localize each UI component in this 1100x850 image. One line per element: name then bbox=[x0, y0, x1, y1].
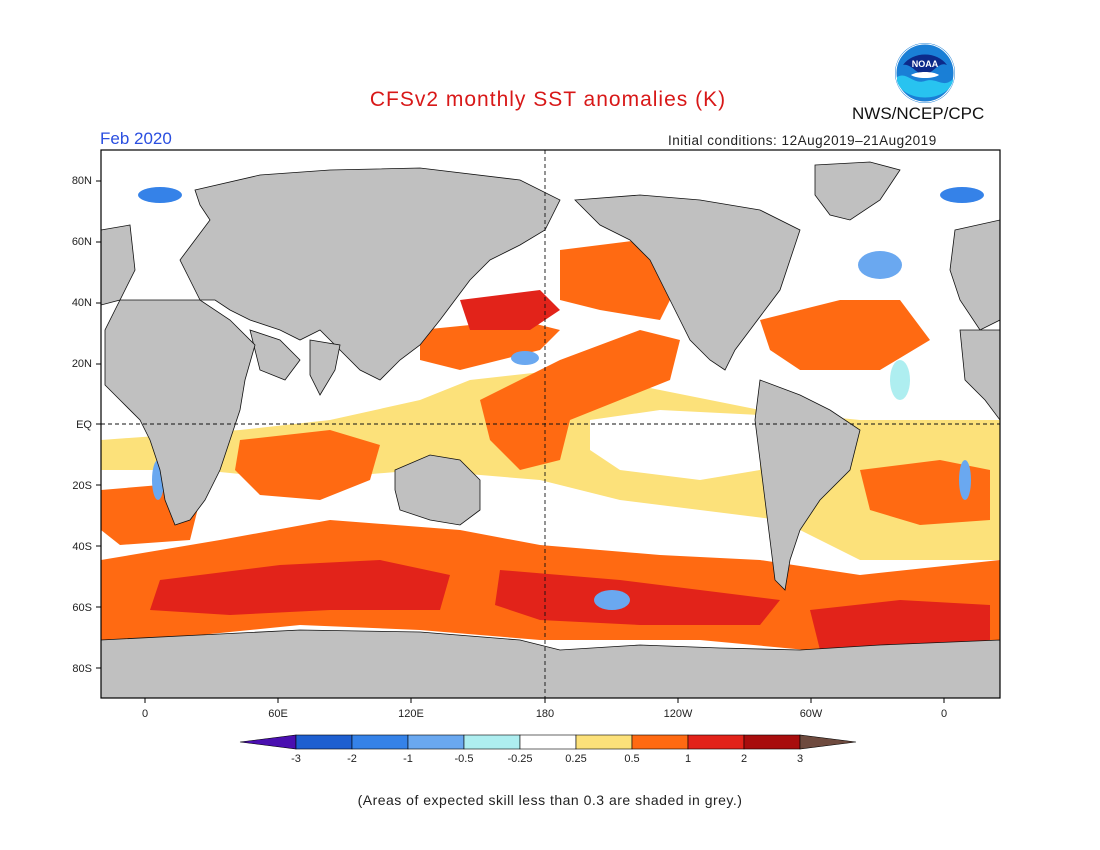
lat-label: 80N bbox=[72, 175, 92, 187]
lat-labels: 80N 60N 40N 20N EQ 20S 40S 60S 80S bbox=[72, 175, 93, 675]
colorbar-segment bbox=[295, 734, 353, 750]
lon-label: 120W bbox=[664, 708, 693, 720]
colorbar-segment bbox=[407, 734, 465, 750]
colorbar-segment bbox=[631, 734, 689, 750]
lon-labels: 0 60E 120E 180 120W 60W 0 bbox=[142, 708, 947, 720]
lon-label: 60E bbox=[268, 708, 288, 720]
colorbar-segment bbox=[463, 734, 521, 750]
lat-label: 40S bbox=[72, 541, 92, 553]
colorbar-segment bbox=[351, 734, 409, 750]
lat-label: 60S bbox=[72, 602, 92, 614]
colorbar-segment bbox=[743, 734, 801, 750]
forecast-period: Feb 2020 bbox=[100, 129, 172, 148]
colorbar-label: 3 bbox=[797, 753, 803, 765]
lon-label: 0 bbox=[142, 708, 148, 720]
colorbar-label: -0.5 bbox=[455, 753, 474, 765]
lat-label: 80S bbox=[72, 663, 92, 675]
colorbar bbox=[239, 734, 857, 750]
logo-text: NOAA bbox=[912, 59, 939, 69]
colorbar-label: -2 bbox=[347, 753, 357, 765]
lon-label: 60W bbox=[800, 708, 823, 720]
colorbar-segment bbox=[519, 734, 577, 750]
lon-label: 0 bbox=[941, 708, 947, 720]
colorbar-segment bbox=[687, 734, 745, 750]
lat-label: 20N bbox=[72, 358, 92, 370]
lon-label: 180 bbox=[536, 708, 554, 720]
lat-label: 20S bbox=[72, 480, 92, 492]
map-title: CFSv2 monthly SST anomalies (K) bbox=[369, 88, 727, 111]
colorbar-label: -1 bbox=[403, 753, 413, 765]
colorbar-labels: -3 -2 -1 -0.5 -0.25 0.25 0.5 1 2 3 bbox=[291, 753, 803, 765]
lat-label: 60N bbox=[72, 236, 92, 248]
lat-ticks bbox=[96, 180, 101, 669]
noaa-logo: NOAA bbox=[895, 43, 955, 103]
skill-caption: (Areas of expected skill less than 0.3 a… bbox=[357, 792, 743, 808]
colorbar-label: 2 bbox=[741, 753, 747, 765]
agency-label: NWS/NCEP/CPC bbox=[852, 104, 985, 123]
colorbar-arrow-low bbox=[239, 734, 297, 750]
land-masses bbox=[101, 161, 1000, 698]
colorbar-label: 0.25 bbox=[565, 753, 586, 765]
lat-label: 40N bbox=[72, 297, 92, 309]
colorbar-segment bbox=[575, 734, 633, 750]
lat-label: EQ bbox=[76, 419, 92, 431]
colorbar-label: -3 bbox=[291, 753, 301, 765]
lon-ticks bbox=[144, 698, 945, 703]
colorbar-label: 0.5 bbox=[624, 753, 639, 765]
colorbar-label: -0.25 bbox=[507, 753, 532, 765]
initial-conditions: Initial conditions: 12Aug2019–21Aug2019 bbox=[668, 133, 937, 148]
colorbar-arrow-high bbox=[799, 734, 857, 750]
colorbar-label: 1 bbox=[685, 753, 691, 765]
lon-label: 120E bbox=[398, 708, 424, 720]
map-field bbox=[101, 150, 1000, 698]
